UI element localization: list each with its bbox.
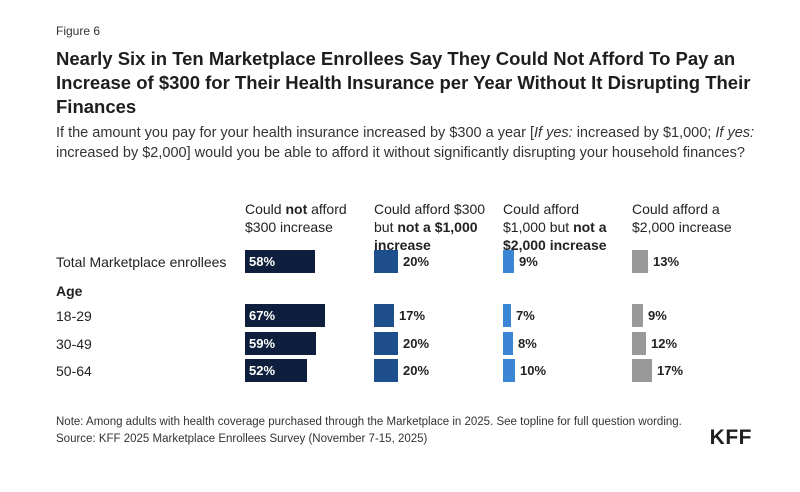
subtitle-part: increased by $2,000] would you be able t… [56, 145, 745, 161]
row-label: 50-64 [56, 363, 92, 379]
data-label: 9% [648, 308, 667, 323]
column-header-part: Could afford $1,000 but [503, 201, 580, 235]
bar: 58% [245, 250, 315, 273]
data-label: 9% [519, 254, 538, 269]
column-header-part: Could [245, 201, 286, 217]
note-text: Note: Among adults with health coverage … [56, 416, 682, 428]
bar [632, 250, 648, 273]
bar [503, 359, 515, 382]
bar [503, 304, 511, 327]
bar [632, 359, 652, 382]
data-label: 17% [657, 363, 684, 378]
bar: 52% [245, 359, 307, 382]
data-label: 20% [403, 363, 430, 378]
bar [374, 359, 398, 382]
column-header: Could afford $1,000 but not a $2,000 inc… [503, 200, 618, 254]
column-header: Could afford a $2,000 increase [632, 200, 747, 236]
data-label: 59% [249, 336, 276, 351]
column-header: Could not afford $300 increase [245, 200, 365, 236]
data-label: 20% [403, 336, 430, 351]
bar [374, 250, 398, 273]
data-label: 7% [516, 308, 535, 323]
subtitle-part: increased by $1,000; [572, 125, 716, 141]
subtitle-part-italic: If yes: [533, 125, 573, 141]
chart-subtitle: If the amount you pay for your health in… [56, 123, 766, 163]
chart-title: Nearly Six in Ten Marketplace Enrollees … [56, 48, 751, 117]
column-header-part: Could afford $300 but [374, 201, 486, 235]
column-header-part: afford $300 increase [245, 201, 347, 235]
column-header-part: not a $2,000 increase [503, 219, 607, 253]
source-text: Source: KFF 2025 Marketplace Enrollees S… [56, 433, 428, 445]
data-label: 12% [651, 336, 678, 351]
data-label: 13% [653, 254, 680, 269]
row-label: 30-49 [56, 336, 92, 352]
kff-logo: KFF [709, 426, 752, 449]
row-label: Total Marketplace enrollees [56, 254, 227, 270]
bar [632, 332, 646, 355]
bar: 67% [245, 304, 325, 327]
data-label: 52% [249, 363, 276, 378]
column-header-part: not [285, 201, 308, 217]
column-header: Could afford $300 but not a $1,000 incre… [374, 200, 496, 254]
bar [503, 332, 513, 355]
chart-notes: Note: Among adults with health coverage … [56, 414, 682, 448]
row-label: 18-29 [56, 308, 92, 324]
data-label: 20% [403, 254, 430, 269]
data-label: 67% [249, 308, 276, 323]
data-label: 58% [249, 254, 276, 269]
column-header-part: Could afford a $2,000 increase [632, 201, 732, 235]
bar [374, 304, 394, 327]
column-header-part: not a $1,000 increase [374, 219, 478, 253]
data-label: 10% [520, 363, 547, 378]
subtitle-part: If the amount you pay for your health in… [56, 125, 534, 141]
group-label-age: Age [56, 283, 83, 299]
figure-label: Figure 6 [56, 24, 101, 38]
bar [632, 304, 643, 327]
subtitle-part-italic: If yes: [715, 125, 755, 141]
data-label: 17% [399, 308, 426, 323]
data-label: 8% [518, 336, 537, 351]
bar [503, 250, 514, 273]
bar: 59% [245, 332, 316, 355]
bar [374, 332, 398, 355]
